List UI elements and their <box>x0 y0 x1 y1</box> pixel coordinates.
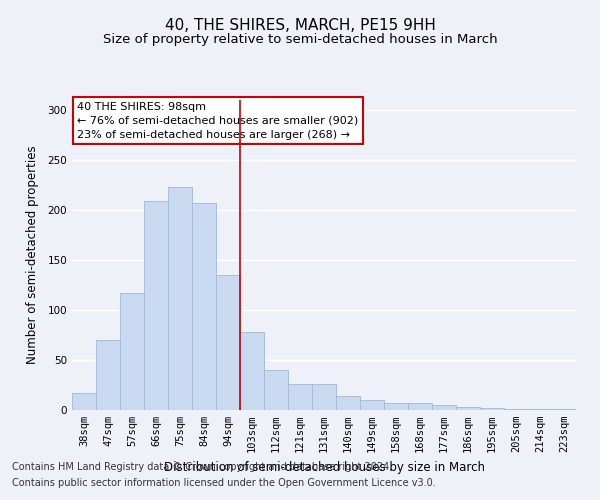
Text: 40 THE SHIRES: 98sqm
← 76% of semi-detached houses are smaller (902)
23% of semi: 40 THE SHIRES: 98sqm ← 76% of semi-detac… <box>77 102 358 140</box>
Bar <box>216 275 240 410</box>
Bar <box>312 384 336 410</box>
X-axis label: Distribution of semi-detached houses by size in March: Distribution of semi-detached houses by … <box>163 460 485 473</box>
Bar <box>480 408 504 410</box>
Bar <box>144 201 168 410</box>
Text: 40, THE SHIRES, MARCH, PE15 9HH: 40, THE SHIRES, MARCH, PE15 9HH <box>164 18 436 32</box>
Bar <box>336 396 360 410</box>
Bar <box>432 405 456 410</box>
Bar <box>192 203 216 410</box>
Bar <box>96 340 120 410</box>
Bar <box>288 384 312 410</box>
Bar <box>360 400 384 410</box>
Bar <box>72 393 96 410</box>
Bar <box>552 409 576 410</box>
Bar <box>504 409 528 410</box>
Text: Contains HM Land Registry data © Crown copyright and database right 2024.: Contains HM Land Registry data © Crown c… <box>12 462 392 472</box>
Bar <box>456 407 480 410</box>
Bar <box>408 403 432 410</box>
Bar <box>528 409 552 410</box>
Y-axis label: Number of semi-detached properties: Number of semi-detached properties <box>26 146 39 364</box>
Text: Contains public sector information licensed under the Open Government Licence v3: Contains public sector information licen… <box>12 478 436 488</box>
Bar <box>168 187 192 410</box>
Bar <box>384 403 408 410</box>
Bar <box>120 293 144 410</box>
Bar <box>264 370 288 410</box>
Text: Size of property relative to semi-detached houses in March: Size of property relative to semi-detach… <box>103 32 497 46</box>
Bar <box>240 332 264 410</box>
